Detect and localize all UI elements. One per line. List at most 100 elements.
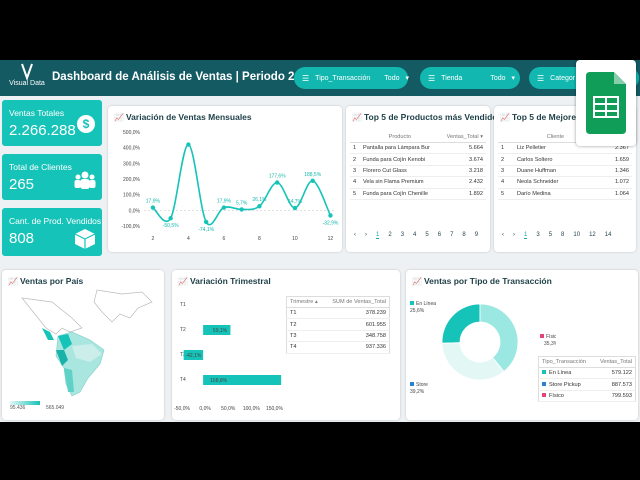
- filter-tienda[interactable]: ☰ Tienda Todo ▾: [420, 67, 520, 89]
- card-title: 📈 Variación Trimestral: [178, 276, 271, 286]
- page-number[interactable]: 5: [548, 232, 553, 238]
- kpi-label: Total de Clientes: [9, 162, 72, 172]
- sheets-icon[interactable]: [576, 60, 636, 146]
- col-tipo-transaccion[interactable]: Tipo_Transacción: [538, 356, 594, 368]
- table-cell: Store Pickup: [538, 378, 594, 391]
- data-label: 14,7%: [288, 199, 303, 205]
- kpi-label: Cant. de Prod. Vendidos: [9, 216, 102, 226]
- chart-icon: 📈: [178, 277, 188, 286]
- country-map: [21, 289, 153, 397]
- page-number[interactable]: 12: [589, 232, 596, 238]
- table-row[interactable]: T2 601.955: [286, 318, 390, 331]
- table-row[interactable]: 1 Liz Pelletier 2.367: [498, 142, 632, 155]
- page-number[interactable]: 1: [376, 232, 380, 239]
- map-legend-bar: [10, 401, 40, 405]
- chart-icon: 📈: [8, 277, 18, 286]
- table-row[interactable]: 2 Funda para Cojín Kenobi 3.674: [350, 153, 486, 166]
- table-cell: 5: [498, 188, 514, 200]
- page-number[interactable]: 6: [437, 232, 442, 238]
- filter-value: Todo: [384, 74, 400, 82]
- page-number[interactable]: 2: [388, 232, 392, 238]
- page-number[interactable]: 1: [524, 232, 528, 239]
- page-number[interactable]: 4: [413, 232, 417, 238]
- y-tick-label: 300,0%: [123, 161, 141, 167]
- table-row[interactable]: 4 Vela sin Flama Premium 2.432: [350, 176, 486, 189]
- row-label: Físico: [549, 392, 564, 399]
- table-row[interactable]: 1 Pantalla para Lámpara Bur 5.664: [350, 142, 486, 155]
- products-pagination[interactable]: ‹ › 1 2 3 4 5 6 7 8 9: [354, 232, 478, 239]
- page-number[interactable]: 8: [561, 232, 565, 238]
- table-cell: Carlos Soltero: [513, 153, 597, 166]
- slice-label: Store: [416, 382, 428, 388]
- data-point: [186, 142, 191, 147]
- filter-label: Categor: [550, 74, 576, 82]
- table-cell: 1.072: [596, 176, 632, 189]
- col-trimestre[interactable]: Trimestre ▴: [286, 296, 324, 308]
- y-tick-label: -100,0%: [121, 224, 140, 230]
- col-producto[interactable]: Producto: [359, 132, 440, 143]
- chevron-left-icon[interactable]: ‹: [502, 232, 504, 238]
- table-cell: 1.659: [596, 153, 632, 166]
- card-title: 📈 Ventas por País: [8, 276, 84, 286]
- table-row[interactable]: Físico 799.593: [538, 390, 636, 403]
- filter-tipo-transaccion[interactable]: ☰ Tipo_Transacción Todo ▾: [294, 67, 409, 89]
- page-number[interactable]: 7: [450, 232, 454, 238]
- table-cell: T1: [286, 307, 324, 320]
- top-products-table: Producto Ventas_Total ▾ 1 Pantalla para L…: [350, 132, 486, 200]
- table-row[interactable]: 3 Duane Huffman 1.346: [498, 165, 632, 178]
- page-number[interactable]: 14: [604, 232, 612, 238]
- table-cell: 4: [350, 176, 360, 189]
- chevron-left-icon[interactable]: ‹: [354, 232, 356, 238]
- col-sum-ventas[interactable]: SUM de Ventas_Total: [323, 296, 390, 308]
- kpi-productos-vendidos: Cant. de Prod. Vendidos 808: [2, 208, 102, 256]
- kpi-value: 265: [9, 176, 35, 193]
- table-row[interactable]: 2 Carlos Soltero 1.659: [498, 153, 632, 166]
- table-cell: 579.122: [593, 367, 636, 380]
- transaction-card: 📈 Ventas por Tipo de Transacción En Línea…: [406, 270, 638, 420]
- clients-pagination[interactable]: ‹ › 1 3 5 8 10 12 14: [502, 232, 611, 239]
- table-row[interactable]: 4 Neola Schneider 1.072: [498, 176, 632, 189]
- kpi-total-clientes: Total de Clientes 265: [2, 154, 102, 200]
- chart-icon: 📈: [114, 113, 124, 122]
- table-row[interactable]: T3 348.758: [286, 330, 390, 343]
- map-legend-max: 565.049: [46, 405, 65, 411]
- page-number[interactable]: 9: [474, 232, 479, 238]
- table-row[interactable]: T4 937.336: [286, 341, 390, 354]
- x-tick-label: 6: [223, 236, 226, 242]
- col-index: [498, 132, 514, 143]
- page-number[interactable]: 3: [400, 232, 405, 238]
- col-ventas-total[interactable]: Ventas_Total ▾: [439, 132, 486, 143]
- table-cell: 378.239: [323, 307, 390, 320]
- page-number[interactable]: 3: [536, 232, 540, 238]
- table-cell: Florero Cut Glass: [359, 165, 440, 178]
- table-cell: 5.664: [439, 142, 486, 155]
- slice-label: En Línea: [416, 301, 436, 307]
- y-tick-label: 200,0%: [123, 177, 141, 183]
- table-row[interactable]: 3 Florero Cut Glass 3.218: [350, 165, 486, 178]
- table-row[interactable]: 5 Funda para Cojín Chenille 1.892: [350, 188, 486, 200]
- table-cell: 1.064: [596, 188, 632, 200]
- col-cliente[interactable]: Cliente: [513, 132, 597, 143]
- table-cell: 1: [498, 142, 514, 155]
- filter-icon: ☰: [537, 73, 545, 83]
- page-number[interactable]: 10: [573, 232, 581, 238]
- card-title: 📈 Top 5 de Mejores: [500, 112, 581, 122]
- data-label: 5,7%: [236, 200, 248, 206]
- page-number[interactable]: 5: [425, 232, 429, 238]
- table-row[interactable]: Store Pickup 887.573: [538, 378, 636, 391]
- col-ventas-total[interactable]: Ventas_Total: [593, 356, 636, 368]
- chevron-right-icon[interactable]: ›: [513, 232, 515, 238]
- bar: [203, 325, 231, 335]
- quarterly-table: Trimestre ▴ SUM de Ventas_Total T1 378.23…: [286, 296, 390, 354]
- table-cell: En Línea: [538, 367, 594, 380]
- table-cell: 3.674: [439, 153, 486, 166]
- chevron-right-icon[interactable]: ›: [365, 232, 367, 238]
- page-number[interactable]: 8: [462, 232, 466, 238]
- kpi-label: Ventas Totales: [9, 108, 65, 118]
- data-label: 188,5%: [304, 172, 322, 178]
- x-tick-label: 4: [187, 236, 190, 242]
- table-row[interactable]: En Línea 579.122: [538, 367, 636, 380]
- table-row[interactable]: 5 Darío Medina 1.064: [498, 188, 632, 200]
- logo: Visual Data: [6, 62, 48, 94]
- table-row[interactable]: T1 378.239: [286, 307, 390, 320]
